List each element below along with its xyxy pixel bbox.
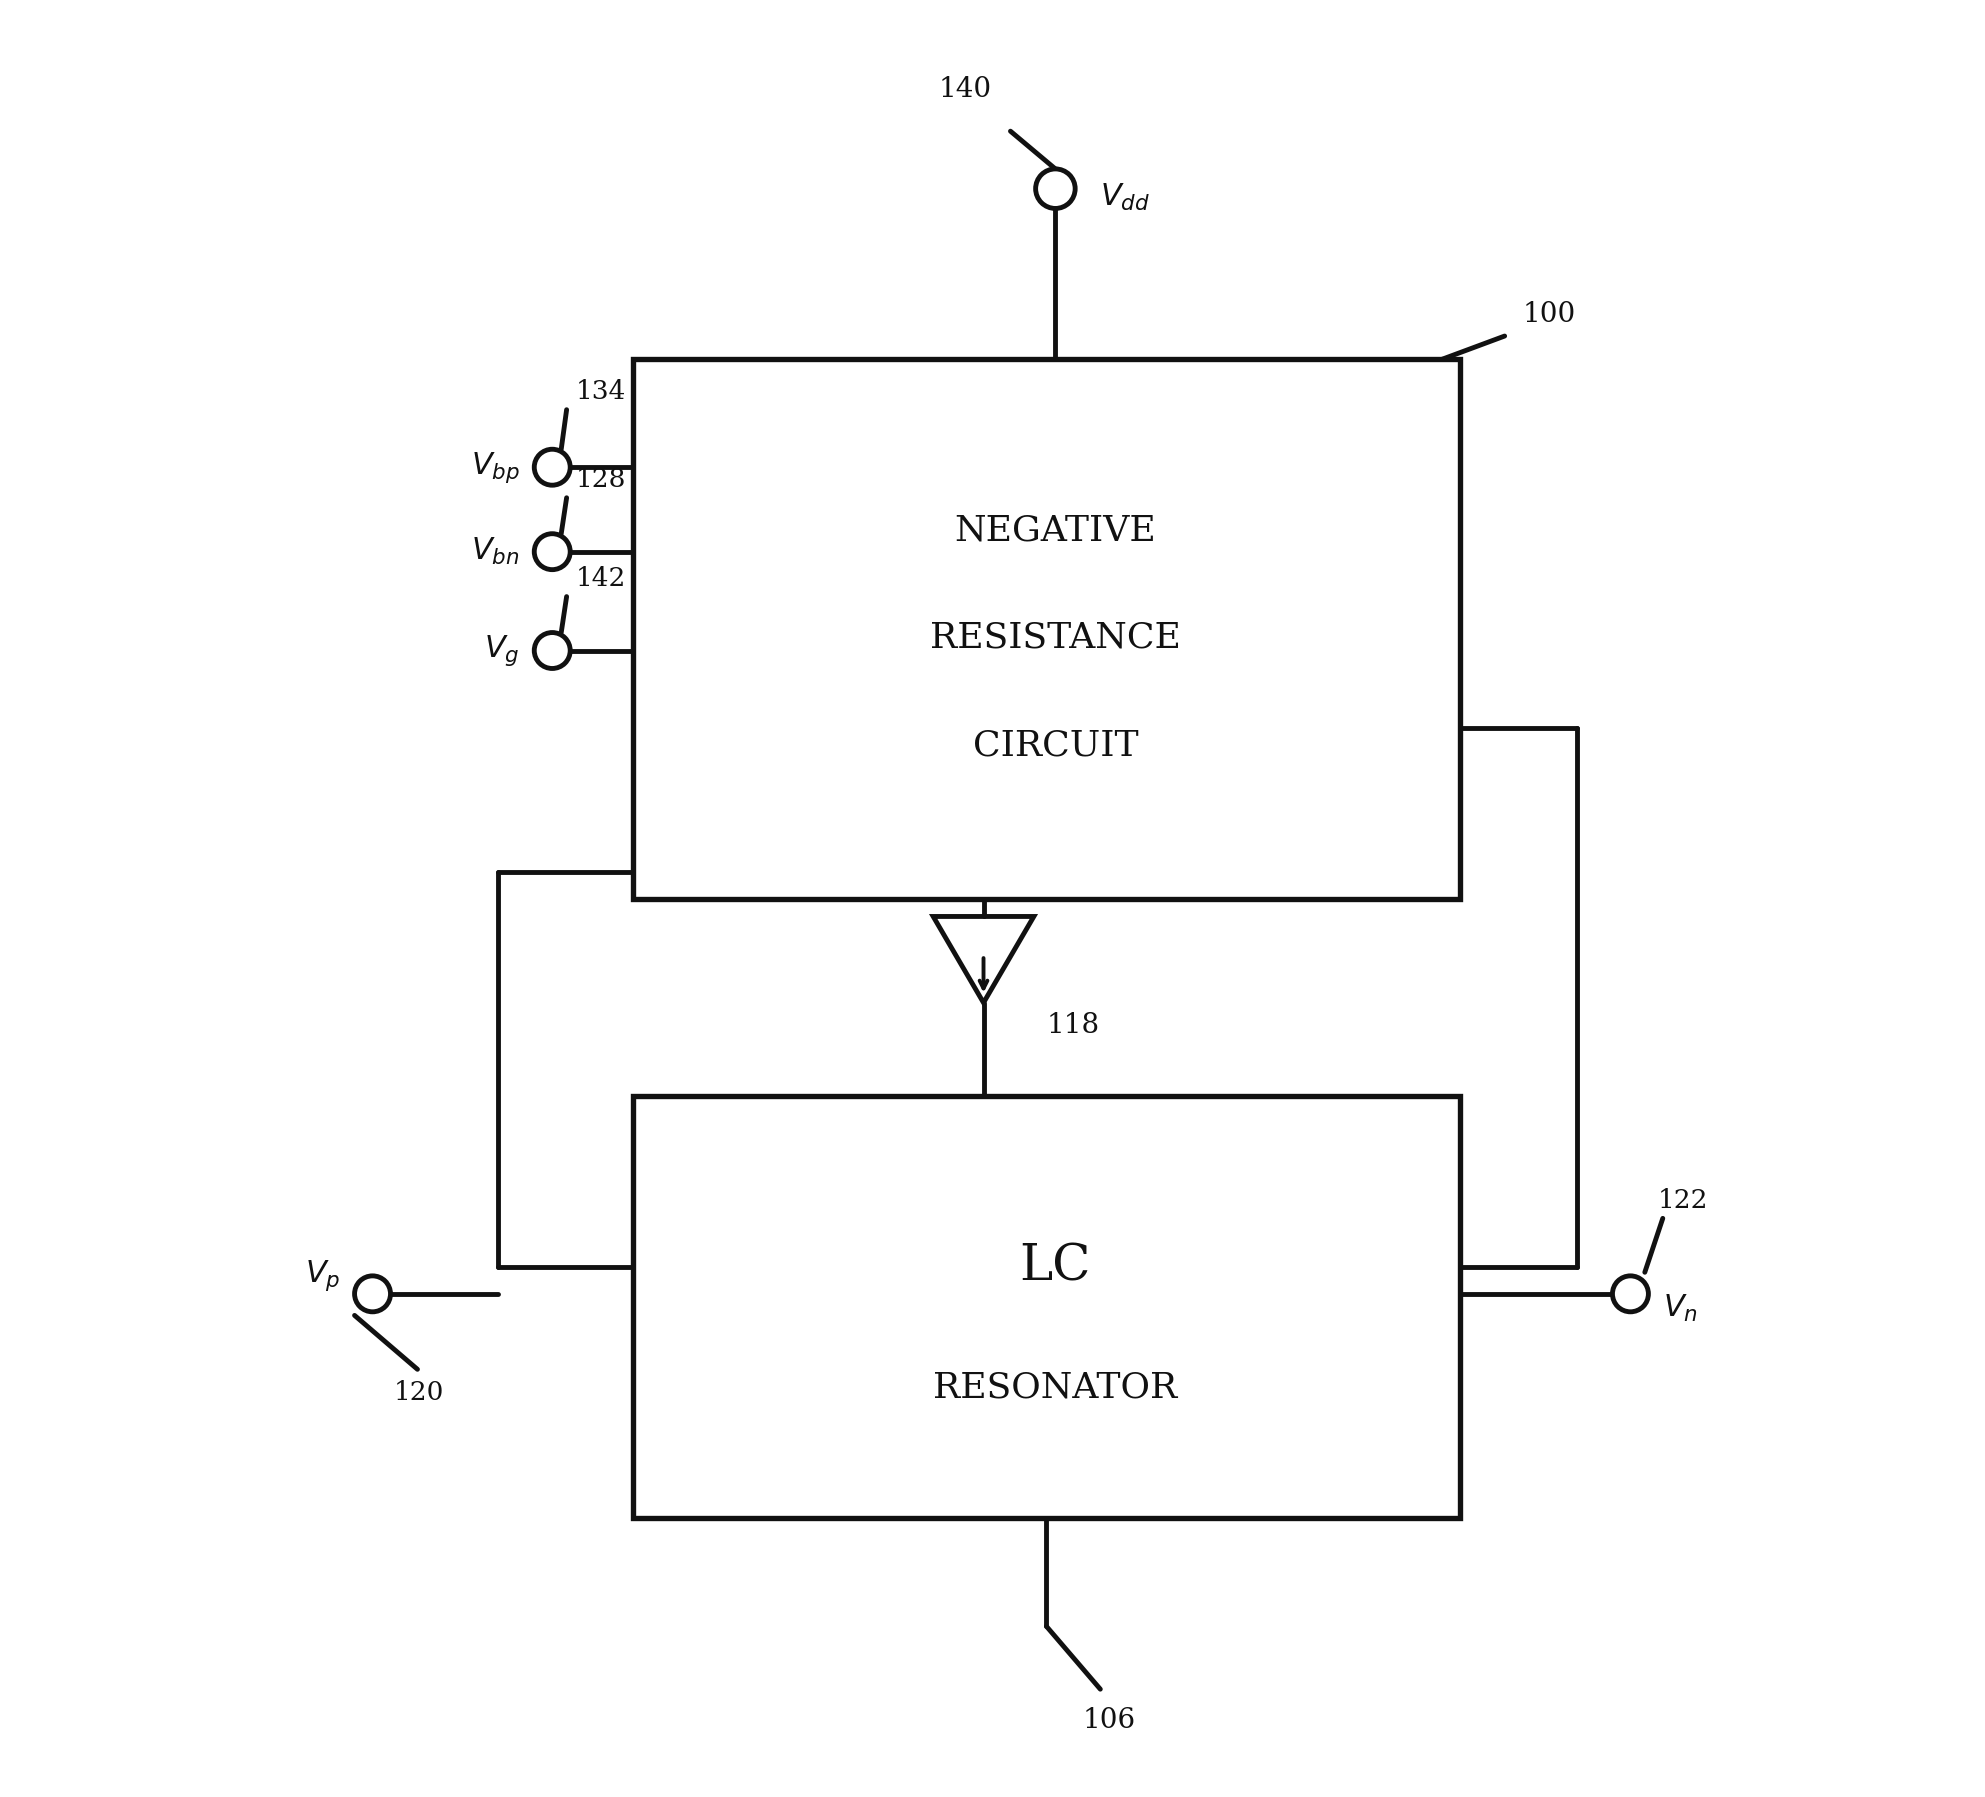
Text: $V_{bn}$: $V_{bn}$ — [470, 536, 520, 568]
Text: 120: 120 — [395, 1380, 445, 1405]
Text: $V_{dd}$: $V_{dd}$ — [1100, 181, 1151, 214]
Text: 100: 100 — [1522, 300, 1576, 329]
Circle shape — [534, 449, 570, 485]
Circle shape — [534, 534, 570, 570]
Text: 128: 128 — [576, 467, 625, 492]
Text: $V_{p}$: $V_{p}$ — [306, 1258, 339, 1294]
Bar — [633, 359, 1459, 898]
Text: RESONATOR: RESONATOR — [933, 1371, 1177, 1403]
Circle shape — [1612, 1276, 1648, 1312]
Text: 140: 140 — [939, 75, 992, 104]
Text: 142: 142 — [576, 566, 625, 591]
Circle shape — [534, 633, 570, 668]
Text: $V_{bp}$: $V_{bp}$ — [470, 449, 520, 485]
Text: RESISTANCE: RESISTANCE — [929, 622, 1181, 654]
Text: $V_{n}$: $V_{n}$ — [1663, 1292, 1697, 1324]
Bar — [633, 1096, 1459, 1518]
Circle shape — [355, 1276, 391, 1312]
Text: 118: 118 — [1046, 1012, 1100, 1039]
Text: 106: 106 — [1082, 1707, 1135, 1734]
Text: NEGATIVE: NEGATIVE — [955, 514, 1157, 546]
Circle shape — [1036, 169, 1076, 208]
Text: CIRCUIT: CIRCUIT — [973, 730, 1137, 762]
Text: $V_{g}$: $V_{g}$ — [484, 633, 520, 668]
Text: 122: 122 — [1657, 1188, 1707, 1213]
Text: LC: LC — [1020, 1242, 1092, 1292]
Text: 134: 134 — [576, 379, 625, 404]
